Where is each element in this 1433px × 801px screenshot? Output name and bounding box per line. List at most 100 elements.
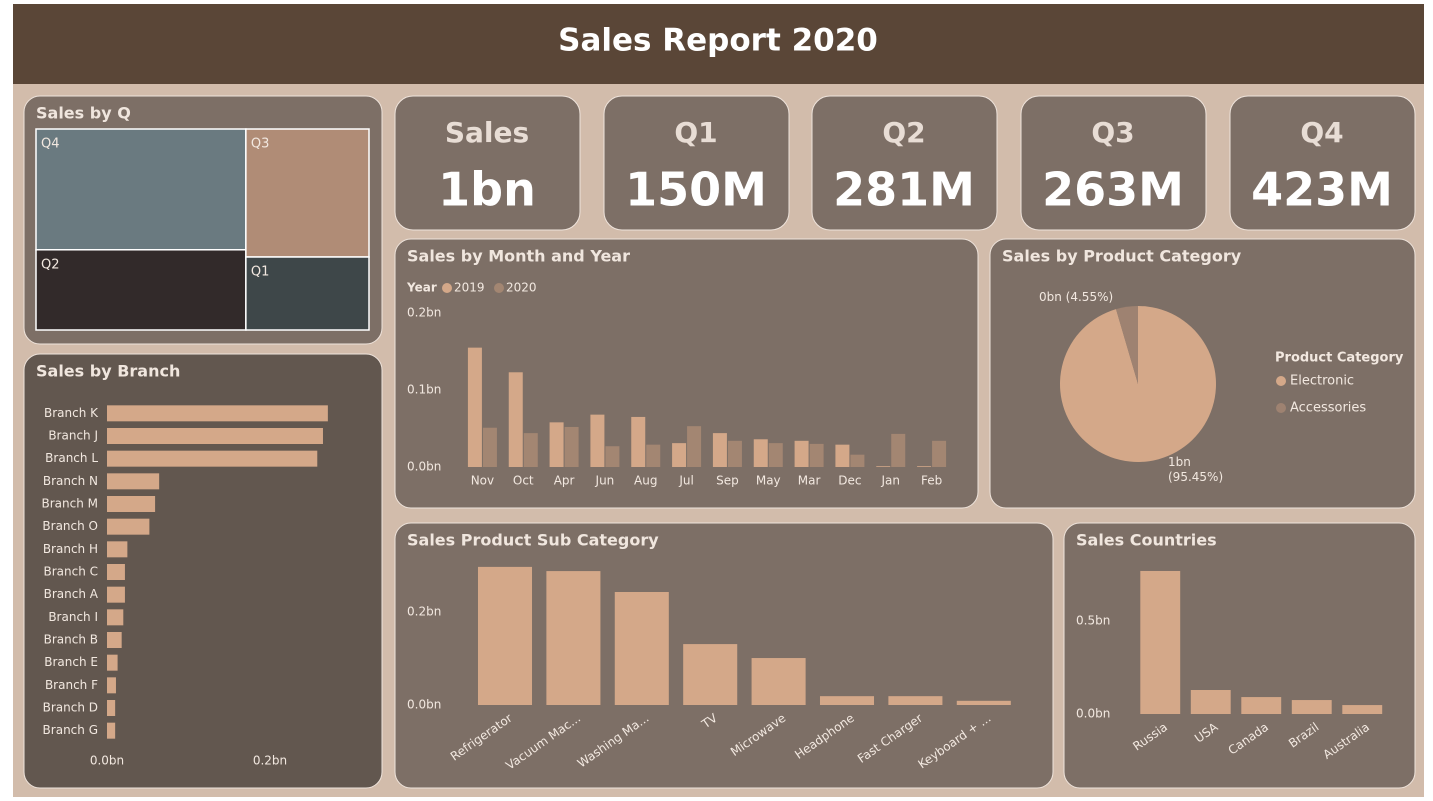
kpi-card — [1229, 95, 1416, 231]
bar — [672, 443, 687, 467]
y-tick-label: 0.0bn — [407, 460, 441, 474]
y-tick-label: 0.1bn — [407, 383, 441, 397]
bar — [753, 439, 768, 467]
kpi-label: Q4 — [1300, 116, 1343, 149]
pie-slice — [1060, 306, 1217, 462]
kpi-value: 423M — [1251, 163, 1393, 217]
y-tick-label: 0.2bn — [407, 306, 441, 320]
x-tick-label: Jun — [595, 474, 615, 488]
kpi-value: 150M — [625, 163, 767, 217]
bar — [1342, 705, 1383, 714]
y-tick-label: Branch F — [45, 678, 98, 692]
x-tick-label: Mar — [798, 474, 821, 488]
x-tick-label: Oct — [513, 474, 534, 488]
bar — [835, 444, 850, 467]
y-tick-label: Branch N — [43, 474, 98, 488]
bar — [107, 700, 116, 716]
data-label: 1bn (95.45%) — [1168, 455, 1224, 484]
bar — [917, 466, 932, 467]
bar — [794, 440, 809, 467]
bar — [107, 518, 150, 535]
bar — [482, 427, 497, 467]
bar — [107, 586, 125, 603]
legend-label: Accessories — [1290, 401, 1366, 416]
y-tick-label: Branch A — [44, 587, 99, 601]
y-tick-label: Branch K — [44, 406, 99, 420]
bar — [1291, 700, 1332, 714]
x-tick-label: Apr — [554, 474, 575, 488]
bar — [768, 443, 783, 467]
chart-title: Sales by Month and Year — [407, 247, 630, 266]
bar — [1241, 697, 1282, 714]
bar — [687, 426, 702, 467]
kpi-label: Q1 — [674, 116, 717, 149]
kpi-card — [811, 95, 998, 231]
bar — [508, 372, 523, 467]
bar — [107, 677, 116, 694]
bar — [107, 428, 323, 444]
header-band — [13, 4, 1424, 84]
bar — [683, 644, 738, 705]
legend-marker — [494, 283, 504, 293]
y-tick-label: Branch G — [43, 723, 98, 737]
bar — [751, 658, 806, 705]
panel — [394, 238, 979, 509]
treemap-tile — [245, 256, 370, 331]
y-tick-label: Branch E — [44, 655, 98, 669]
bar — [107, 541, 128, 558]
x-tick-label: Nov — [471, 474, 494, 488]
bar — [850, 454, 865, 467]
chart-title: Sales by Product Category — [1002, 247, 1242, 266]
bar — [891, 433, 906, 467]
x-tick-label: Feb — [921, 474, 942, 488]
bar — [467, 347, 482, 467]
chart-title: Sales by Branch — [36, 362, 180, 381]
kpi-card — [394, 95, 581, 231]
legend-title: Product Category — [1275, 351, 1404, 366]
y-tick-label: Branch H — [43, 542, 98, 556]
kpi-value: 1bn — [438, 163, 536, 217]
bar — [932, 440, 947, 467]
bar — [107, 654, 118, 671]
legend-marker — [1276, 403, 1286, 413]
bar — [712, 433, 727, 467]
x-tick-label: Jul — [678, 474, 693, 488]
bar — [819, 696, 875, 705]
legend-label: Electronic — [1290, 374, 1354, 389]
x-tick-label: Sep — [716, 474, 739, 488]
legend-marker — [1276, 376, 1286, 386]
treemap-tile — [245, 128, 370, 258]
y-tick-label: Branch M — [42, 497, 99, 511]
kpi-label: Q2 — [882, 116, 925, 149]
treemap-label: Q3 — [251, 137, 270, 152]
bar — [107, 609, 124, 626]
bar — [605, 446, 620, 467]
y-tick-label: Branch O — [42, 519, 98, 533]
bar — [107, 450, 318, 467]
treemap-label: Q4 — [41, 137, 60, 152]
y-tick-label: Branch I — [48, 610, 98, 624]
bar — [590, 414, 605, 467]
kpi-label: Sales — [445, 116, 529, 149]
kpi-value: 263M — [1042, 163, 1184, 217]
bar — [107, 473, 160, 490]
legend-marker — [442, 283, 452, 293]
x-tick-label: Dec — [838, 474, 861, 488]
y-tick-label: Branch B — [44, 633, 98, 647]
bar — [107, 722, 116, 739]
chart-title: Sales Product Sub Category — [407, 531, 659, 550]
bar — [523, 433, 538, 467]
y-tick-label: 0.5bn — [1076, 614, 1110, 628]
bar — [956, 700, 1011, 705]
y-tick-label: 0.0bn — [1076, 707, 1110, 721]
bar — [107, 405, 328, 422]
bar — [549, 422, 564, 467]
bar — [107, 564, 125, 580]
bar — [876, 466, 891, 467]
bar — [631, 416, 646, 467]
kpi-value: 281M — [833, 163, 975, 217]
chart-title: Sales Countries — [1076, 531, 1217, 550]
x-tick-label: 0.2bn — [253, 754, 287, 768]
kpi-label: Q3 — [1091, 116, 1134, 149]
